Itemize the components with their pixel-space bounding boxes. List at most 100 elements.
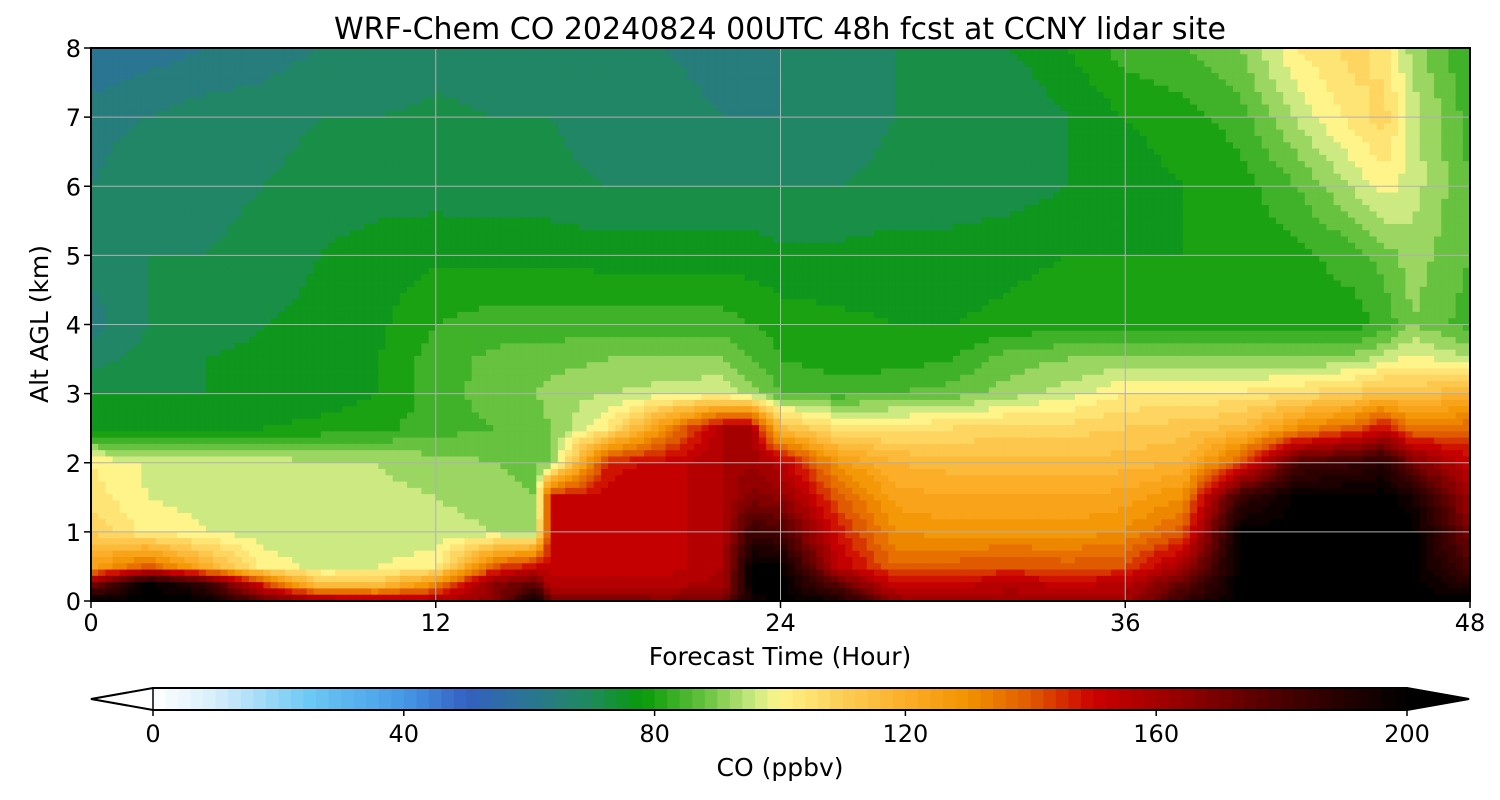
field-cell bbox=[1455, 66, 1464, 74]
field-cell bbox=[952, 117, 961, 125]
field-cell bbox=[1197, 104, 1205, 112]
field-cell bbox=[184, 179, 193, 187]
field-cell bbox=[1448, 179, 1457, 187]
field-cell bbox=[557, 148, 566, 156]
field-cell bbox=[342, 173, 351, 181]
field-cell bbox=[507, 198, 516, 206]
field-cell bbox=[1003, 192, 1012, 200]
field-cell bbox=[1039, 173, 1047, 181]
field-cell bbox=[1283, 60, 1292, 68]
field-cell bbox=[1139, 85, 1148, 93]
field-cell bbox=[744, 91, 753, 99]
field-cell bbox=[1362, 186, 1371, 194]
field-cell bbox=[1297, 98, 1306, 106]
field-cell bbox=[421, 48, 430, 55]
field-cell bbox=[751, 54, 760, 62]
field-cell bbox=[105, 154, 114, 162]
field-cell bbox=[213, 148, 221, 156]
field-cell bbox=[794, 135, 803, 143]
field-cell bbox=[672, 104, 681, 112]
field-cell bbox=[952, 135, 961, 143]
field-cell bbox=[931, 48, 940, 55]
field-cell bbox=[1074, 205, 1083, 213]
field-cell bbox=[198, 98, 207, 106]
field-cell bbox=[1060, 135, 1069, 143]
field-cell bbox=[766, 167, 775, 175]
field-cell bbox=[1089, 73, 1098, 81]
field-cell bbox=[859, 154, 868, 162]
field-cell bbox=[148, 110, 157, 118]
field-cell bbox=[493, 192, 502, 200]
field-cell bbox=[924, 173, 933, 181]
field-cell bbox=[931, 192, 940, 200]
field-cell bbox=[873, 173, 882, 181]
field-cell bbox=[385, 135, 394, 143]
field-cell bbox=[363, 161, 372, 169]
field-cell bbox=[830, 110, 839, 118]
field-cell bbox=[809, 186, 818, 194]
field-cell bbox=[98, 205, 107, 213]
field-cell bbox=[1132, 79, 1141, 87]
field-cell bbox=[256, 85, 265, 93]
field-cell bbox=[1082, 179, 1091, 187]
field-cell bbox=[1426, 110, 1435, 118]
field-cell bbox=[1153, 91, 1162, 99]
field-cell bbox=[802, 179, 810, 187]
field-cell bbox=[967, 60, 976, 68]
field-cell bbox=[1189, 129, 1198, 137]
field-cell bbox=[902, 167, 911, 175]
field-cell bbox=[1448, 186, 1457, 194]
field-cell bbox=[1304, 66, 1313, 74]
field-cell bbox=[500, 135, 509, 143]
field-cell bbox=[98, 148, 107, 156]
field-cell bbox=[1139, 98, 1148, 106]
field-cell bbox=[679, 173, 688, 181]
field-cell bbox=[1405, 129, 1414, 137]
field-cell bbox=[1161, 123, 1170, 131]
field-cell bbox=[392, 104, 401, 112]
field-cell bbox=[313, 73, 322, 81]
field-cell bbox=[687, 167, 696, 175]
field-cell bbox=[708, 198, 717, 206]
field-cell bbox=[687, 186, 696, 194]
field-cell bbox=[292, 148, 300, 156]
field-cell bbox=[1053, 104, 1062, 112]
field-cell bbox=[916, 135, 925, 143]
field-cell bbox=[1010, 79, 1019, 87]
field-cell bbox=[529, 129, 537, 137]
field-cell bbox=[1197, 85, 1205, 93]
field-cell bbox=[105, 85, 114, 93]
field-cell bbox=[98, 154, 107, 162]
field-cell bbox=[256, 192, 265, 200]
field-cell bbox=[1153, 79, 1162, 87]
field-cell bbox=[809, 110, 818, 118]
field-cell bbox=[450, 205, 458, 213]
field-cell bbox=[543, 85, 552, 93]
field-cell bbox=[493, 110, 502, 118]
field-cell bbox=[859, 79, 868, 87]
field-cell bbox=[1326, 142, 1335, 150]
field-cell bbox=[608, 79, 617, 87]
field-cell bbox=[758, 48, 767, 55]
field-cell bbox=[1311, 60, 1320, 68]
field-cell bbox=[694, 117, 703, 125]
field-cell bbox=[256, 205, 265, 213]
field-cell bbox=[1247, 142, 1256, 150]
field-cell bbox=[1254, 154, 1263, 162]
field-cell bbox=[1405, 186, 1414, 194]
field-cell bbox=[328, 142, 336, 150]
field-cell bbox=[1419, 198, 1428, 206]
field-cell bbox=[119, 104, 128, 112]
field-cell bbox=[342, 186, 351, 194]
field-cell bbox=[974, 117, 983, 125]
field-cell bbox=[794, 98, 803, 106]
field-cell bbox=[155, 54, 164, 62]
field-cell bbox=[1268, 48, 1277, 55]
field-cell bbox=[658, 148, 667, 156]
field-cell bbox=[500, 73, 509, 81]
field-cell bbox=[1168, 161, 1177, 169]
field-cell bbox=[299, 129, 308, 137]
field-cell bbox=[823, 154, 832, 162]
field-cell bbox=[1268, 161, 1277, 169]
field-cell bbox=[227, 135, 236, 143]
